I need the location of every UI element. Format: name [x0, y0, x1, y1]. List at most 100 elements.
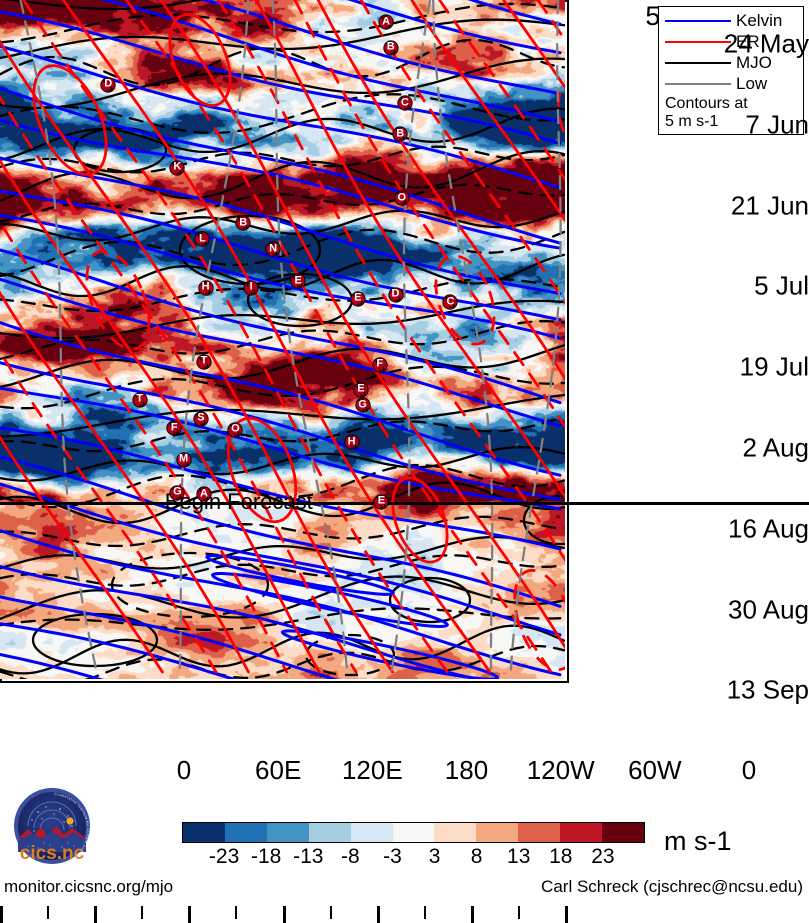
storm-marker-label: A [200, 487, 208, 500]
er-contour-closed [85, 249, 151, 351]
storm-marker[interactable]: B [381, 38, 400, 57]
low-contour [390, 0, 432, 674]
y-axis-label: 21 Jun [730, 190, 809, 221]
y-axis-label: 30 Aug [728, 594, 809, 625]
er-contour [0, 219, 289, 674]
kelvin-contour-closed [280, 629, 500, 679]
storm-marker[interactable]: E [351, 380, 370, 399]
storm-marker[interactable]: D [386, 285, 405, 304]
colorbar-tick: -3 [383, 845, 402, 868]
storm-marker[interactable]: E [289, 272, 308, 291]
storm-marker[interactable]: D [99, 75, 118, 94]
mjo-contour [0, 393, 565, 438]
colorbar-tick: -18 [250, 845, 282, 868]
colorbar-tick: 23 [591, 845, 615, 868]
er-contour-closed [226, 416, 298, 524]
storm-marker[interactable]: E [348, 289, 367, 308]
storm-marker-label: T [200, 354, 208, 367]
er-contour-closed [513, 568, 565, 672]
plot-canvas-area [0, 0, 565, 679]
storm-marker-label: L [199, 232, 206, 244]
mjo-contour [0, 145, 565, 174]
storm-marker[interactable]: F [165, 419, 184, 438]
y-axis-label: 16 Aug [728, 513, 809, 544]
storm-marker[interactable]: F [370, 355, 389, 374]
x-axis-label: 60E [255, 755, 302, 785]
y-axis-label: 24 May [723, 28, 809, 59]
storm-marker[interactable]: L [193, 230, 212, 249]
storm-marker[interactable]: G [168, 483, 187, 502]
storm-marker[interactable]: A [195, 485, 214, 504]
storm-marker-label: G [173, 485, 182, 498]
mjo-contour [0, 515, 565, 548]
storm-marker[interactable]: A [377, 13, 396, 32]
mjo-contour [0, 320, 565, 361]
storm-marker[interactable]: H [196, 278, 215, 297]
kelvin-contour [0, 622, 238, 679]
storm-marker[interactable]: C [441, 293, 460, 312]
x-axis-label: 120W [526, 755, 595, 785]
colorbar-tick: 3 [428, 845, 441, 868]
storm-marker[interactable]: N [264, 240, 283, 259]
storm-marker[interactable]: I [242, 278, 261, 297]
er-contour [0, 94, 358, 674]
kelvin-contour [0, 277, 562, 428]
mjo-contour [0, 624, 565, 675]
storm-marker[interactable]: H [342, 433, 361, 452]
mjo-contour [0, 18, 565, 60]
colorbar-band [518, 823, 561, 842]
kelvin-contour [0, 10, 562, 145]
mjo-contour [0, 299, 565, 340]
kelvin-contour [0, 386, 562, 511]
storm-marker[interactable]: T [195, 352, 214, 371]
er-contour-closed [32, 64, 108, 176]
monitor-url: monitor.cicsnc.org/mjo [4, 877, 174, 896]
kelvin-contour-closed [205, 554, 395, 596]
mjo-contour-closed [110, 551, 270, 619]
kelvin-contour [346, 0, 562, 55]
y-axis-label: 2 Aug [742, 432, 809, 463]
storm-marker-label: K [173, 160, 182, 173]
storm-marker[interactable]: O [226, 420, 245, 439]
storm-marker-label: E [377, 494, 386, 507]
storm-marker-label: H [201, 280, 210, 293]
storm-marker[interactable]: G [353, 396, 372, 415]
storm-marker[interactable]: O [392, 189, 411, 208]
er-contour [22, 0, 449, 674]
storm-marker[interactable]: K [168, 158, 187, 177]
low-contour [178, 0, 250, 674]
storm-marker[interactable]: B [391, 125, 410, 144]
mjo-contour [0, 38, 565, 87]
colorbar [182, 822, 645, 843]
colorbar-tick: -8 [341, 845, 360, 868]
er-contour [216, 0, 565, 562]
storm-marker-label: C [400, 96, 409, 109]
storm-marker[interactable]: C [395, 94, 414, 113]
storm-marker[interactable]: M [174, 450, 193, 469]
colorbar-band [602, 823, 644, 842]
storm-marker[interactable]: S [191, 409, 210, 428]
mjo-contour [0, 2, 565, 44]
storm-marker-label: G [358, 398, 367, 411]
storm-marker-label: F [170, 421, 178, 434]
storm-marker-label: T [136, 392, 144, 405]
begin-forecast-label: Begin Forecast [164, 488, 313, 514]
x-axis-label: 180 [444, 755, 489, 785]
kelvin-contour [199, 0, 562, 96]
storm-marker-label: B [396, 127, 405, 140]
x-axis-label: 60W [628, 755, 682, 785]
storm-marker[interactable]: B [234, 214, 253, 233]
er-contour-closed [391, 476, 449, 564]
storm-marker-label: E [354, 291, 362, 304]
colorbar-band [308, 823, 351, 842]
er-contour [0, 435, 164, 674]
storm-marker[interactable]: E [372, 492, 391, 511]
kelvin-contour [0, 118, 562, 250]
kelvin-contour [0, 248, 562, 405]
kelvin-contour [99, 0, 562, 124]
begin-forecast-line [0, 501, 809, 505]
low-contour [509, 0, 562, 674]
er-contour [254, 0, 565, 500]
storm-marker[interactable]: T [130, 390, 149, 409]
